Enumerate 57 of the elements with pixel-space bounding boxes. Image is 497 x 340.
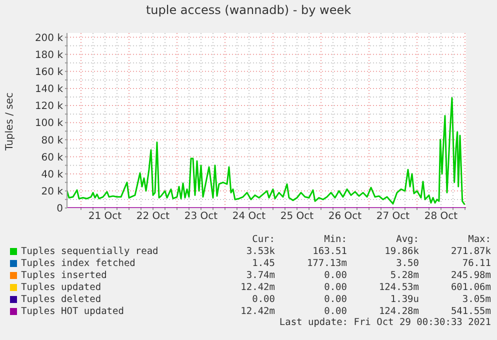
- text: 0.00: [323, 281, 347, 293]
- text: 245.98m: [450, 269, 491, 281]
- text: 3.05m: [461, 293, 491, 305]
- x-tick-label: 21 Oct: [88, 211, 122, 222]
- text: 124.53m: [378, 281, 419, 293]
- y-tick-label: 80 k: [41, 135, 64, 146]
- x-tick-label: 27 Oct: [376, 211, 410, 222]
- text: 19.86k: [384, 245, 419, 257]
- text: Avg:: [395, 233, 419, 245]
- text: 271.87k: [450, 245, 491, 257]
- y-tick-label: 140 k: [34, 84, 64, 96]
- y-tick-label: 120 k: [34, 101, 64, 112]
- y-tick-label: 200 k: [34, 32, 64, 44]
- legend-label: Tuples deleted: [21, 293, 102, 305]
- text: 3.74m: [245, 269, 275, 281]
- legend-label: Tuples sequentially read: [21, 245, 160, 257]
- x-tick-label: 24 Oct: [232, 211, 266, 222]
- chart-title: tuple access (wannadb) - by week: [144, 3, 352, 17]
- text: 12.42m: [240, 281, 275, 293]
- text: Min:: [323, 233, 347, 245]
- y-tick-label: 20 k: [41, 186, 64, 198]
- legend-label: Tuples updated: [21, 281, 102, 293]
- text: 163.51: [312, 245, 347, 257]
- text: 0.00: [323, 293, 347, 305]
- text: 0.00: [323, 305, 347, 317]
- text: Max:: [467, 233, 491, 245]
- text: Cur:: [251, 233, 275, 245]
- text: 177.13m: [306, 257, 347, 269]
- x-tick-label: 28 Oct: [424, 211, 458, 222]
- line-series: [67, 97, 466, 206]
- x-tick-label: 26 Oct: [328, 211, 362, 222]
- y-tick-label: 100 k: [34, 118, 64, 130]
- text: 541.55m: [450, 305, 491, 317]
- text: 0.00: [251, 293, 275, 305]
- text: 3.53k: [245, 245, 275, 257]
- text: 12.42m: [240, 305, 275, 317]
- x-tick-label: 25 Oct: [280, 211, 314, 222]
- legend-label: Tuples index fetched: [21, 257, 136, 269]
- y-axis-title: Tuples / sec: [4, 92, 16, 150]
- text: 601.06m: [450, 281, 491, 293]
- y-tick-label: 160 k: [34, 66, 64, 78]
- legend-label: Tuples HOT updated: [21, 305, 125, 317]
- y-tick-label: 180 k: [34, 50, 64, 61]
- text: 0.00: [323, 269, 347, 281]
- y-tick-label: 40 k: [41, 169, 64, 180]
- text: 3.50: [395, 257, 419, 269]
- y-tick-label: 60 k: [41, 152, 64, 164]
- x-tick-label: 23 Oct: [184, 211, 218, 222]
- text: 5.28m: [389, 269, 419, 281]
- x-tick-label: 22 Oct: [136, 211, 170, 222]
- y-tick-label: 0: [56, 204, 63, 215]
- text: 124.28m: [378, 305, 419, 317]
- text: 1.45: [251, 257, 275, 269]
- text: 76.11: [461, 257, 491, 269]
- text: 1.39u: [389, 293, 419, 305]
- legend-label: Tuples inserted: [21, 269, 108, 281]
- text: Last update: Fri Oct 29 00:30:33 2021: [279, 317, 491, 328]
